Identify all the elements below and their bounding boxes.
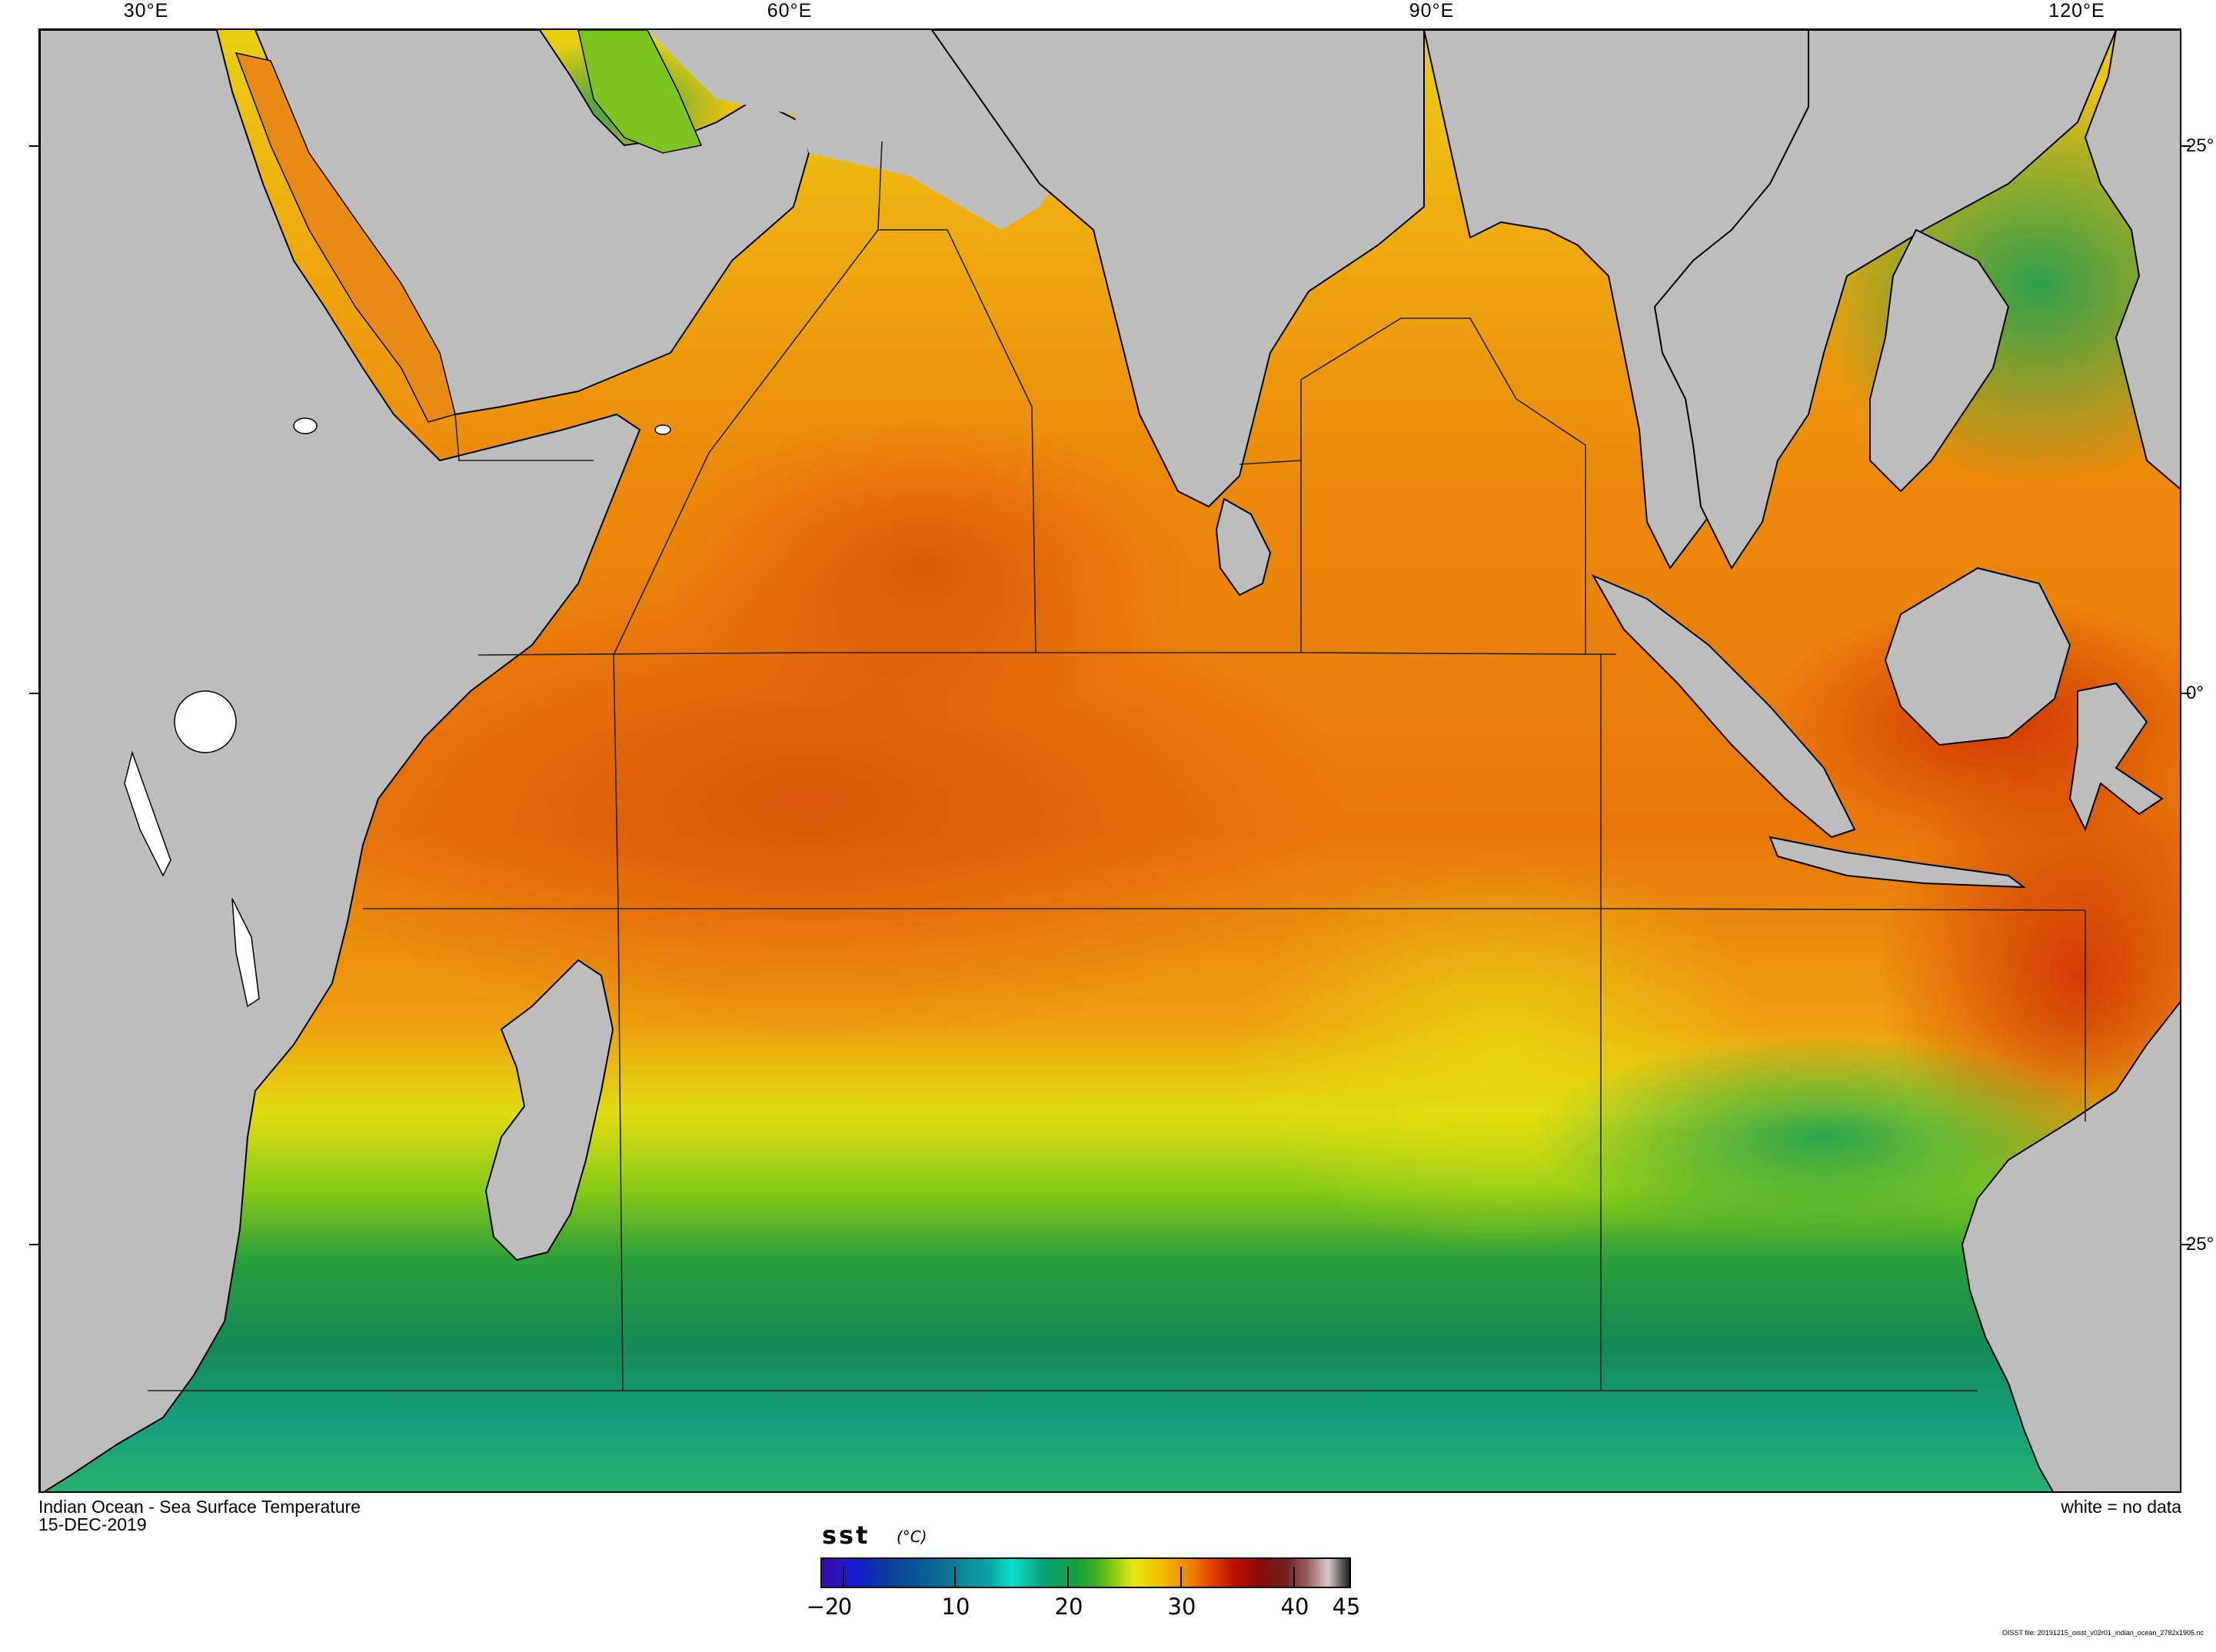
cool-band [1532, 1037, 2116, 1237]
longitude-label-90e: 90°E [1409, 0, 1455, 22]
boundary-line [613, 654, 624, 1391]
no-data-lake [231, 898, 260, 1008]
land-sulawesi [2068, 682, 2164, 832]
region-boundaries [148, 141, 2086, 1391]
latitude-label-25n: 25° [2186, 135, 2214, 156]
latitude-label-25s: 25° [2186, 1234, 2214, 1255]
land-indochina [1869, 228, 2010, 493]
tick [29, 693, 40, 694]
tick [29, 1244, 40, 1245]
warm-pool [655, 414, 1193, 722]
land-philippines [2084, 30, 2180, 490]
no-data-lake [174, 690, 237, 753]
land-java [1768, 836, 2027, 889]
no-data-lake [124, 750, 171, 877]
land-india [930, 30, 1425, 508]
colorbar-tick [954, 1567, 956, 1588]
land-australia [1961, 1001, 2180, 1491]
boundary-line [1239, 460, 1302, 465]
no-data-lake [654, 424, 671, 435]
no-data-lake [293, 417, 318, 434]
longitude-label-60e: 60°E [767, 0, 813, 22]
land-se-asia [1653, 30, 2118, 570]
boundary-line [1300, 317, 1586, 654]
land-africa [40, 30, 641, 1491]
tick [2180, 145, 2191, 147]
file-info: OISST file: 20191215_oisst_v02r01_indian… [2001, 1629, 2204, 1637]
colorbar-tick [1067, 1567, 1069, 1588]
land-madagascar [484, 959, 614, 1261]
sst-map[interactable] [38, 28, 2181, 1493]
map-date: 15-DEC-2019 [38, 1514, 147, 1534]
boundary-line [454, 414, 594, 461]
colorbar-tick-label: 45 [1332, 1594, 1361, 1620]
boundary-line [877, 141, 883, 231]
colorbar-tick [1293, 1567, 1295, 1588]
colorbar-tick-label: −2 [806, 1594, 840, 1620]
boundary-line [477, 652, 1616, 656]
map-title: Indian Ocean - Sea Surface Temperature [38, 1497, 361, 1517]
colorbar-tick [843, 1567, 844, 1588]
colorbar-tick-label: 0 [837, 1594, 853, 1620]
no-data-note: white = no data [2061, 1497, 2181, 1517]
colorbar-tick-label: 30 [1167, 1594, 1196, 1620]
tick [2180, 1244, 2191, 1245]
land-borneo [1884, 567, 2071, 746]
land-sri-lanka [1215, 497, 1272, 597]
land-sumatra [1591, 573, 1856, 839]
colorbar-tick-label: 20 [1054, 1594, 1083, 1620]
sea-persian-gulf [577, 30, 703, 154]
tick [2180, 693, 2191, 694]
colorbar-units-label: (°C) [897, 1527, 927, 1546]
longitude-label-30e: 30°E [123, 0, 169, 22]
colorbar-tick-label: 10 [941, 1594, 970, 1620]
colorbar-tick-label: 40 [1280, 1594, 1309, 1620]
latitude-label-0: 0° [2186, 683, 2204, 703]
colorbar-variable-label: sst [822, 1521, 870, 1550]
boundary-line [363, 908, 2086, 911]
sst-map-graphic [40, 30, 2180, 1491]
boundary-line [613, 229, 1036, 656]
tick [29, 145, 40, 147]
colorbar-tick [1180, 1567, 1182, 1588]
longitude-label-120e: 120°E [2048, 0, 2105, 22]
colorbar [820, 1557, 1351, 1588]
